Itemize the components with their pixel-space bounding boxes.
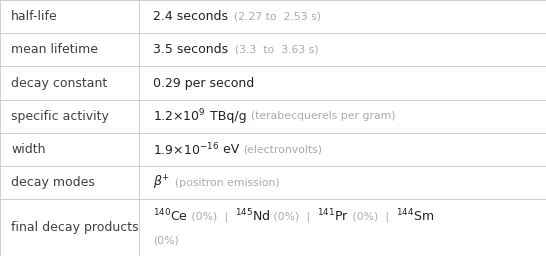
Text: (electronvolts): (electronvolts)	[242, 145, 322, 155]
Bar	[0, 33, 546, 67]
Text: 0.29 per second: 0.29 per second	[153, 77, 254, 90]
Text: $^{141}$Pr: $^{141}$Pr	[317, 208, 349, 225]
Text: $\beta^{+}$: $\beta^{+}$	[153, 174, 170, 192]
Text: $\mathregular{1.2{\times}10^{9}}$: $\mathregular{1.2{\times}10^{9}}$	[153, 108, 205, 125]
Text: (0%): (0%)	[153, 235, 179, 245]
Bar	[0, 100, 546, 133]
Text: (2.27 to  2.53 s): (2.27 to 2.53 s)	[234, 12, 322, 22]
Text: (positron emission): (positron emission)	[175, 178, 279, 188]
Text: |: |	[382, 211, 396, 222]
Bar	[0, 199, 546, 256]
Text: 2.4 seconds: 2.4 seconds	[153, 10, 228, 23]
Text: 3.5 seconds: 3.5 seconds	[153, 43, 228, 56]
Text: eV: eV	[219, 143, 239, 156]
Text: (0%): (0%)	[270, 211, 303, 221]
Bar	[0, 166, 546, 199]
Text: (0%): (0%)	[188, 211, 221, 221]
Bar	[0, 133, 546, 166]
Text: (0%): (0%)	[349, 211, 382, 221]
Text: (3.3  to  3.63 s): (3.3 to 3.63 s)	[235, 45, 318, 55]
Text: final decay products: final decay products	[11, 221, 139, 234]
Text: TBq/g: TBq/g	[205, 110, 246, 123]
Text: $^{140}$Ce: $^{140}$Ce	[153, 208, 188, 225]
Text: mean lifetime: mean lifetime	[11, 43, 98, 56]
Text: $\mathregular{1.9{\times}10^{-16}}$: $\mathregular{1.9{\times}10^{-16}}$	[153, 141, 219, 158]
Text: decay modes: decay modes	[11, 176, 95, 189]
Text: width: width	[11, 143, 46, 156]
Text: |: |	[303, 211, 317, 222]
Text: decay constant: decay constant	[11, 77, 108, 90]
Text: specific activity: specific activity	[11, 110, 109, 123]
Bar	[0, 67, 546, 100]
Text: $^{145}$Nd: $^{145}$Nd	[235, 208, 270, 225]
Bar	[0, 0, 546, 33]
Text: $^{144}$Sm: $^{144}$Sm	[396, 208, 434, 225]
Text: (terabecquerels per gram): (terabecquerels per gram)	[251, 111, 395, 121]
Text: half-life: half-life	[11, 10, 58, 23]
Text: |: |	[221, 211, 235, 222]
